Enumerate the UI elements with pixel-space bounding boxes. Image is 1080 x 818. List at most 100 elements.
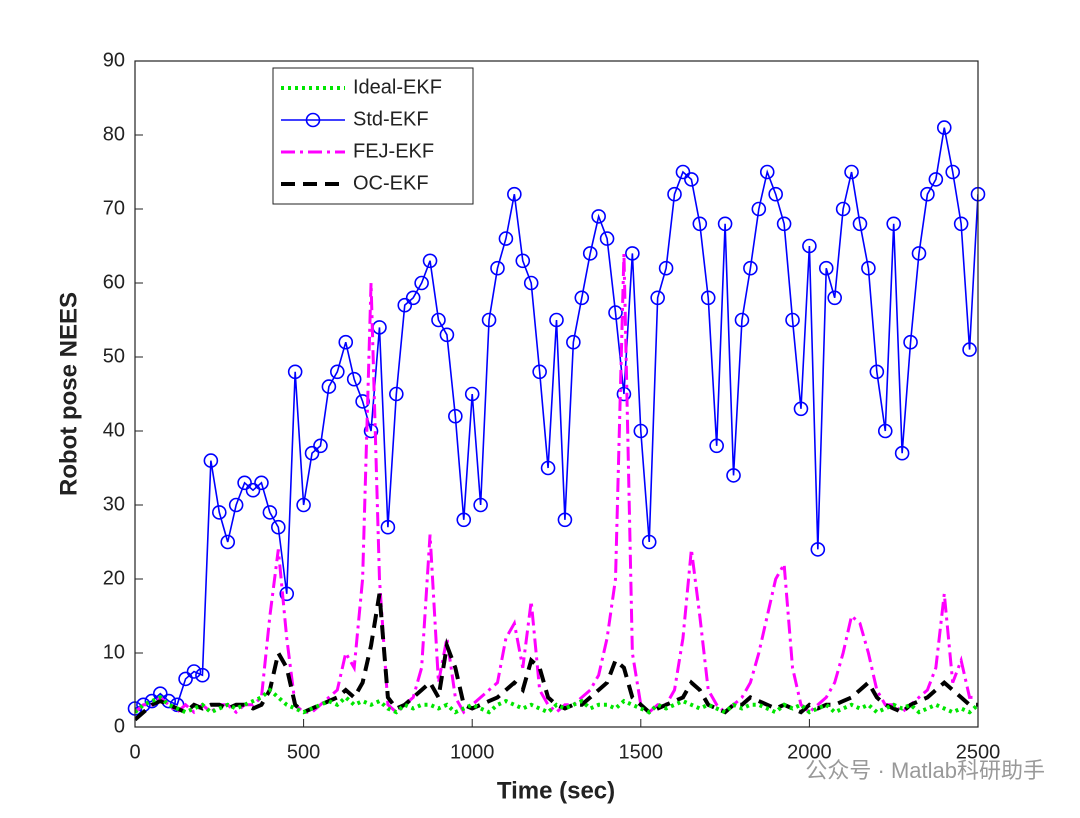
series-marker	[945, 164, 961, 180]
legend-label: Ideal-EKF	[353, 76, 442, 98]
series-line	[135, 253, 978, 715]
series-marker	[237, 475, 252, 491]
series-marker	[785, 312, 800, 328]
series-marker	[262, 505, 278, 520]
series-marker	[220, 534, 236, 550]
y-tick-label: 40	[103, 419, 125, 441]
series-marker	[271, 519, 286, 535]
series-marker	[313, 438, 328, 454]
series-marker	[279, 586, 295, 602]
series-line	[135, 593, 978, 722]
series-marker	[540, 460, 556, 476]
series-marker	[498, 231, 514, 246]
series-marker	[894, 445, 910, 461]
y-axis-label: Robot pose NEES	[55, 292, 82, 496]
series-marker	[936, 120, 952, 135]
x-tick-label: 1000	[450, 741, 495, 763]
y-tick-label: 60	[103, 271, 125, 293]
series-line	[135, 687, 978, 715]
legend-label: OC-EKF	[353, 172, 429, 194]
x-tick-label: 500	[287, 741, 320, 763]
series-marker	[827, 290, 842, 306]
series-marker	[473, 497, 488, 513]
series-marker	[304, 445, 320, 461]
series-marker	[751, 201, 767, 217]
series-marker	[212, 505, 227, 520]
x-axis-label: Time (sec)	[497, 777, 615, 804]
series-marker	[768, 186, 783, 202]
series-marker	[515, 253, 531, 269]
axes-box	[134, 60, 979, 728]
series-marker	[743, 260, 758, 276]
y-tick-label: 20	[103, 567, 125, 589]
y-tick-label: 10	[103, 641, 125, 663]
series-marker	[700, 290, 716, 306]
series-marker	[734, 312, 750, 328]
series-marker	[717, 216, 733, 232]
series-marker	[186, 664, 202, 679]
series-marker	[389, 386, 404, 402]
series-marker	[490, 260, 505, 276]
x-tick-label: 2000	[787, 741, 832, 763]
series-marker	[869, 364, 885, 380]
series-marker	[549, 312, 564, 328]
series-marker	[456, 512, 472, 528]
series-marker	[566, 334, 581, 350]
series-marker	[667, 186, 682, 202]
series-marker	[245, 482, 261, 498]
series-marker	[625, 246, 640, 261]
series-marker	[338, 334, 354, 350]
series-marker	[844, 164, 859, 180]
series-marker	[641, 534, 657, 550]
y-tick-label: 70	[103, 197, 125, 219]
series-marker	[464, 386, 480, 402]
legend-label: Std-EKF	[353, 108, 429, 130]
series-marker	[363, 423, 379, 439]
watermark: 公众号 · Matlab科研助手	[805, 758, 1045, 783]
series-marker	[658, 260, 674, 276]
legend-box	[272, 67, 474, 205]
series-marker	[776, 216, 792, 232]
series-marker	[911, 246, 927, 261]
y-tick-label: 30	[103, 493, 125, 515]
legend-marker	[305, 112, 321, 128]
series-marker	[287, 364, 303, 380]
series-marker	[886, 216, 902, 232]
legend-label: FEJ-EKF	[353, 140, 434, 162]
series-marker	[557, 512, 573, 528]
series-marker	[861, 260, 876, 276]
series-marker	[633, 423, 649, 439]
y-tick-label: 0	[114, 715, 125, 737]
series-marker	[709, 438, 724, 454]
series-marker	[759, 164, 775, 180]
series-marker	[684, 172, 699, 187]
series-marker	[330, 364, 345, 380]
series-marker	[953, 216, 969, 232]
series-marker	[877, 423, 893, 439]
series-marker	[608, 305, 623, 320]
series-marker	[296, 497, 311, 513]
series-marker	[793, 401, 809, 417]
series-marker	[920, 186, 935, 202]
series-marker	[852, 216, 868, 232]
series-marker	[321, 379, 337, 394]
series-marker	[397, 297, 413, 313]
series-marker	[346, 371, 362, 387]
series-marker	[414, 275, 429, 291]
series-marker	[228, 497, 244, 513]
y-tick-label: 90	[103, 49, 125, 71]
series-marker	[802, 238, 817, 254]
y-tick-label: 80	[103, 123, 125, 145]
series-line	[135, 127, 978, 710]
series-marker	[254, 475, 269, 491]
series-marker	[481, 312, 497, 328]
series-marker	[582, 246, 598, 261]
series-marker	[439, 327, 455, 343]
series-marker	[523, 275, 539, 291]
series-marker	[405, 290, 421, 306]
series-marker	[818, 260, 834, 276]
series-marker	[810, 542, 826, 557]
series-marker	[422, 253, 438, 269]
